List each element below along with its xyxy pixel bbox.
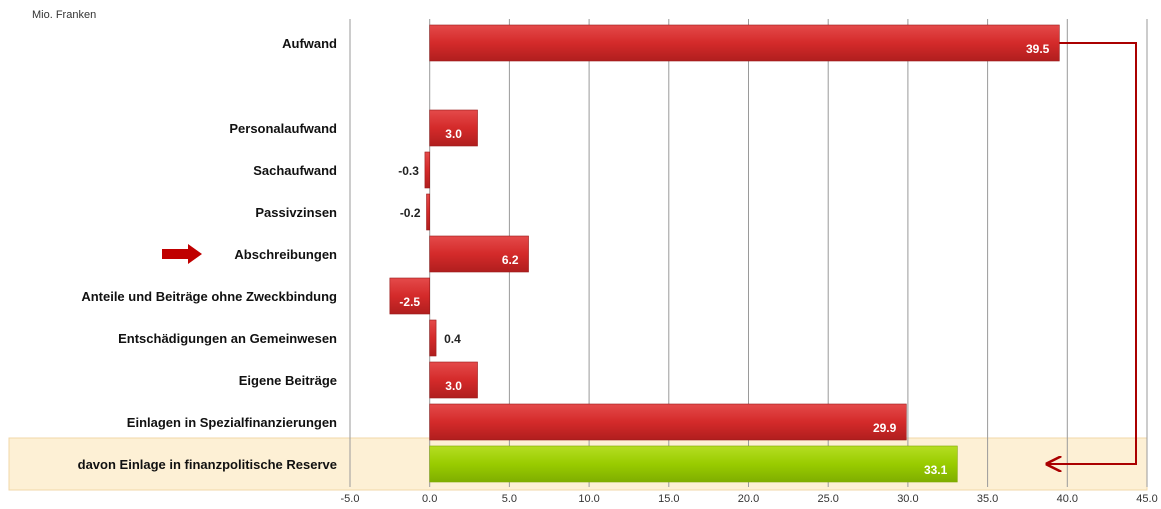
category-label: Personalaufwand	[229, 121, 337, 136]
unit-label: Mio. Franken	[32, 9, 97, 21]
value-label: -0.2	[400, 206, 421, 220]
category-label: Aufwand	[282, 36, 337, 51]
category-label: Anteile und Beiträge ohne Zweckbindung	[81, 289, 337, 304]
value-label: 33.1	[924, 463, 948, 477]
value-label: -0.3	[398, 164, 419, 178]
category-label: davon Einlage in finanzpolitische Reserv…	[78, 457, 337, 472]
x-tick-label: -5.0	[341, 493, 360, 505]
connector-arrow	[1047, 42, 1137, 464]
bar	[389, 277, 431, 315]
value-label: 3.0	[445, 127, 462, 141]
category-label: Abschreibungen	[234, 247, 337, 262]
x-tick-label: 20.0	[738, 493, 759, 505]
x-tick-label: 35.0	[977, 493, 998, 505]
value-label: 0.4	[444, 332, 461, 346]
value-label: -2.5	[399, 295, 420, 309]
bar	[429, 445, 958, 483]
category-label: Eigene Beiträge	[239, 373, 337, 388]
bar	[429, 361, 478, 399]
category-label: Einlagen in Spezialfinanzierungen	[127, 415, 337, 430]
value-label: 3.0	[445, 379, 462, 393]
bar	[429, 24, 1060, 62]
highlight-arrow-icon	[162, 244, 202, 264]
x-tick-label: 0.0	[422, 493, 437, 505]
value-label: 39.5	[1026, 42, 1050, 56]
x-tick-label: 45.0	[1136, 493, 1157, 505]
x-tick-label: 40.0	[1057, 493, 1078, 505]
x-tick-label: 5.0	[502, 493, 517, 505]
bar	[429, 235, 529, 273]
bar	[429, 109, 478, 147]
bar	[429, 403, 907, 441]
x-tick-label: 10.0	[578, 493, 599, 505]
category-label: Entschädigungen an Gemeinwesen	[118, 331, 337, 346]
category-label: Sachaufwand	[253, 163, 337, 178]
value-label: 6.2	[502, 253, 519, 267]
category-label: Passivzinsen	[255, 205, 337, 220]
x-tick-label: 25.0	[817, 493, 838, 505]
x-tick-label: 30.0	[897, 493, 918, 505]
bar	[424, 151, 430, 189]
bar	[426, 193, 430, 231]
bar	[429, 319, 437, 357]
x-tick-label: 15.0	[658, 493, 679, 505]
value-label: 29.9	[873, 421, 897, 435]
